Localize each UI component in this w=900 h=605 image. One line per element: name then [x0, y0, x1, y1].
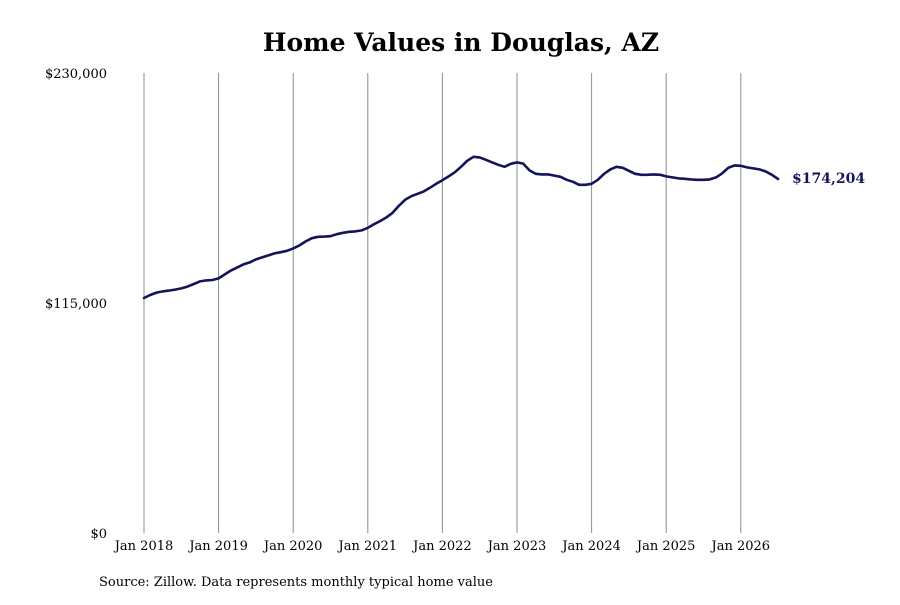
x-axis-tick-labels: Jan 2018 Jan 2019 Jan 2020 Jan 2021 Jan 2022… [113, 539, 770, 554]
x-tick-label: Jan 2021 [337, 539, 398, 554]
vertical-gridlines [143, 73, 742, 533]
x-tick-label: Jan 2019 [187, 539, 248, 554]
y-tick-label: $115,000 [45, 297, 107, 312]
y-axis-tick-labels: $0 $115,000 $230,000 [45, 67, 107, 542]
x-tick-label: Jan 2023 [486, 539, 547, 554]
x-tick-label: Jan 2022 [411, 539, 472, 554]
chart-title: Home Values in Douglas, AZ [263, 28, 659, 57]
series-line [142, 155, 780, 300]
x-tick-label: Jan 2020 [262, 539, 323, 554]
x-tick-label: Jan 2018 [113, 539, 174, 554]
y-tick-label: $230,000 [45, 67, 107, 82]
latest-value-label: $174,204 [792, 171, 865, 187]
x-tick-label: Jan 2024 [560, 539, 621, 554]
y-tick-label: $0 [90, 527, 107, 542]
source-note: Source: Zillow. Data represents monthly … [99, 575, 493, 590]
x-tick-label: Jan 2026 [710, 539, 771, 554]
x-tick-label: Jan 2025 [635, 539, 696, 554]
